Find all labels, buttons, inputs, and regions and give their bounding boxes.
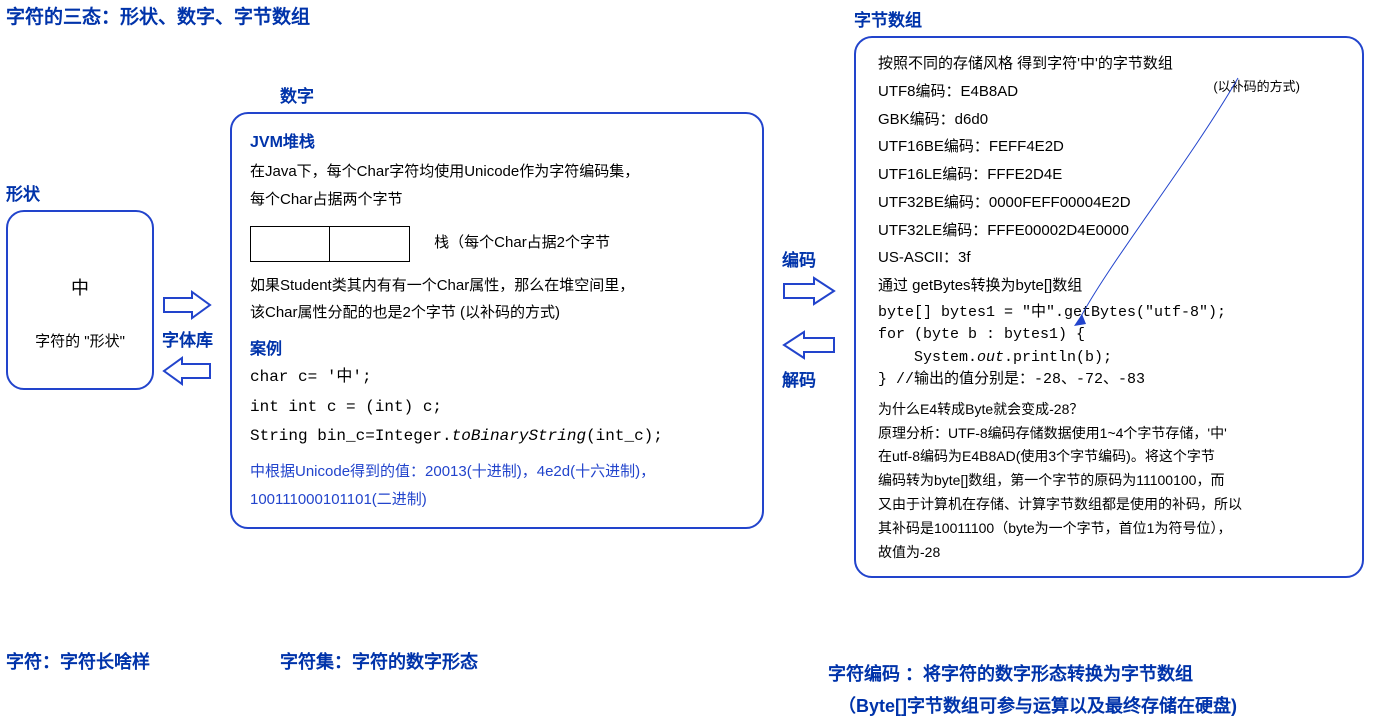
enc-utf16le: UTF16LE编码：FFFE2D4E <box>878 161 1340 189</box>
stack-label: 栈（每个Char占据2个字节 <box>434 234 610 251</box>
analysis-3: 编码转为byte[]数组，第一个字节的原码为11100100，而 <box>878 469 1340 493</box>
bytes-intro: 按照不同的存储风格 得到字符'中'的字节数组 <box>878 50 1340 78</box>
analysis-5: 其补码是10011100（byte为一个字节，首位1为符号位）， <box>878 517 1340 541</box>
stack-cell-1 <box>250 226 330 262</box>
enc-utf32le: UTF32LE编码：FFFE00002D4E0000 <box>878 217 1340 245</box>
jvm-text4: 该Char属性分配的也是2个字节 (以补码的方式) <box>250 299 744 327</box>
bytes-box: 按照不同的存储风格 得到字符'中'的字节数组 (以补码的方式) UTF8编码：E… <box>854 36 1364 578</box>
shape-heading: 形状 <box>6 180 40 205</box>
analysis-1: 原理分析：UTF-8编码存储数据使用1~4个字节存储，'中' <box>878 422 1340 446</box>
bytes-heading: 字节数组 <box>854 6 922 31</box>
arrow1-label: 字体库 <box>162 326 213 351</box>
footer-3b: （Byte[]字节数组可参与运算以及最终存储在硬盘) <box>838 692 1237 718</box>
jvm-text3: 如果Student类其内有有一个Char属性，那么在堆空间里， <box>250 272 744 300</box>
bcode-1: byte[] bytes1 = "中".getBytes("utf-8"); <box>878 302 1340 325</box>
jvm-text1: 在Java下，每个Char字符均使用Unicode作为字符编码集， <box>250 158 744 186</box>
shape-box: 中 字符的 "形状" <box>6 210 154 390</box>
analysis-6: 故值为-28 <box>878 541 1340 565</box>
unicode-line1: 中根据Unicode得到的值：20013(十进制)，4e2d(十六进制)， <box>250 458 744 486</box>
analysis-4: 又由于计算机在存储、计算字节数组都是使用的补码，所以 <box>878 493 1340 517</box>
shape-caption: 字符的 "形状" <box>26 330 134 351</box>
number-heading: 数字 <box>280 82 314 107</box>
arrow2-encode: 编码 <box>782 246 816 271</box>
enc-ascii: US-ASCII：3f <box>878 244 1340 272</box>
stack-cell-2 <box>330 226 410 262</box>
bytes-note: (以补码的方式) <box>1213 76 1300 95</box>
arrow-left-1 <box>162 356 212 390</box>
arrow2-decode: 解码 <box>782 366 816 391</box>
footer-3a: 字符编码 ：将字符的数字形态转换为字节数组 <box>828 660 1193 686</box>
bcode-4: } //输出的值分别是：-28、-72、-83 <box>878 369 1340 392</box>
number-box: JVM堆栈 在Java下，每个Char字符均使用Unicode作为字符编码集， … <box>230 112 764 529</box>
code-line-3: String bin_c=Integer.toBinaryString(int_… <box>250 422 744 452</box>
unicode-line2: 100111000101101(二进制) <box>250 486 744 514</box>
jvm-title: JVM堆栈 <box>250 128 744 152</box>
enc-utf32be: UTF32BE编码：0000FEFF00004E2D <box>878 189 1340 217</box>
bcode-3: System.out.println(b); <box>878 347 1340 370</box>
enc-gbk: GBK编码：d6d0 <box>878 106 1340 134</box>
footer-1: 字符：字符长啥样 <box>6 648 150 674</box>
code-line-1: char c= '中'; <box>250 363 744 393</box>
case-title: 案例 <box>250 335 744 359</box>
analysis-2: 在utf-8编码为E4B8AD(使用3个字节编码)。将这个字节 <box>878 445 1340 469</box>
getbytes-line: 通过 getBytes转换为byte[]数组 <box>878 272 1340 300</box>
code-line-2: int int c = (int) c; <box>250 393 744 423</box>
arrow-right-2 <box>782 276 836 310</box>
enc-utf16be: UTF16BE编码：FEFF4E2D <box>878 133 1340 161</box>
page-title: 字符的三态：形状、数字、字节数组 <box>6 2 310 29</box>
arrow-left-2 <box>782 330 836 364</box>
jvm-text2: 每个Char占据两个字节 <box>250 186 744 214</box>
why-q: 为什么E4转成Byte就会变成-28？ <box>878 398 1340 422</box>
bcode-2: for (byte b : bytes1) { <box>878 324 1340 347</box>
shape-char: 中 <box>26 274 134 300</box>
footer-2: 字符集：字符的数字形态 <box>280 648 478 674</box>
arrow-right-1 <box>162 290 212 324</box>
